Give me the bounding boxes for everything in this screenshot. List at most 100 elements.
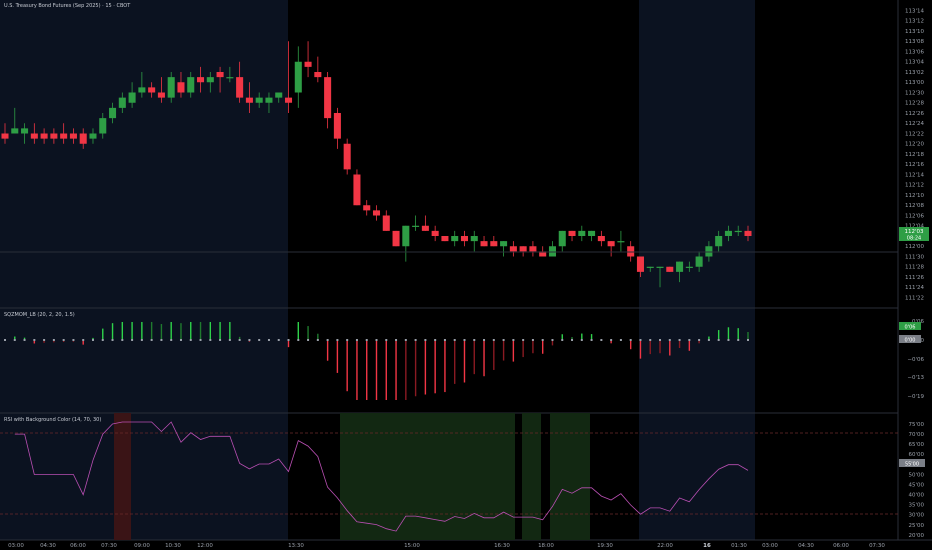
candle-body (509, 246, 517, 252)
price-axis[interactable]: 113'14 113'12 113'10 113'08 113'06 113'04 113'… (905, 8, 925, 301)
time-axis[interactable]: 03:00 04:30 06:00 07:30 09:00 10:30 12:00 13:30… (8, 543, 885, 549)
sqzmom-bar (23, 337, 26, 340)
candle-body (343, 143, 351, 170)
candle-body (529, 246, 537, 252)
sqzmom-dot (23, 339, 26, 341)
price-axis-label: 112'14 (905, 172, 925, 178)
sqzmom-dot (219, 339, 222, 341)
sqzmom-bar (463, 340, 466, 383)
sqzmom-dot (228, 339, 231, 341)
rsi-overbought-band (114, 413, 131, 540)
sqzmom-dot (209, 339, 212, 341)
candle-body (30, 133, 38, 139)
sqzmom-histogram (4, 322, 749, 400)
sqzmom-dot (355, 339, 358, 341)
sqzmom-dot (43, 339, 46, 341)
sqzmom-dot (82, 339, 85, 341)
sqzmom-dot (688, 339, 691, 341)
candle-body (333, 113, 341, 139)
sqzmom-value-box (899, 322, 921, 330)
sqzmom-dot (258, 339, 261, 341)
sqzmom-dot (13, 339, 16, 341)
sqzmom-dot (453, 339, 456, 341)
candle-body (695, 256, 703, 267)
candle-body (676, 261, 684, 272)
sqzmom-dot (531, 339, 534, 341)
rsi-axis-label: 60'00 (908, 452, 924, 458)
sqzmom-dot (131, 339, 134, 341)
price-axis-label: 112'30 (905, 90, 925, 96)
rsi-axis-label: 30'00 (908, 513, 924, 519)
sqzmom-bar (375, 340, 378, 400)
time-axis-label: 10:30 (165, 543, 181, 549)
sqzmom-bar (493, 340, 495, 370)
candle-body (451, 236, 459, 242)
sqzmom-dot (307, 339, 310, 341)
time-axis-label: 19:30 (597, 543, 613, 549)
sqzmom-bar (199, 322, 202, 340)
sqzmom-bar (502, 340, 505, 361)
candle-body (548, 246, 556, 257)
candle-body (685, 266, 693, 268)
sqzmom-bar (688, 340, 691, 351)
candle-body (60, 133, 68, 139)
candle-body (568, 230, 576, 236)
candle-body (744, 230, 752, 236)
sqzmom-bar (317, 333, 319, 340)
sqzmom-dot (395, 339, 398, 341)
candle-body (206, 77, 214, 83)
sqzmom-dot (717, 339, 720, 341)
sqzmom-bar (170, 322, 172, 340)
candle-body (138, 87, 146, 93)
sqzmom-bar (366, 340, 368, 400)
rsi-axis-label: 65'00 (908, 442, 924, 448)
sqzmom-axis-label: −0'19 (907, 394, 924, 400)
sqzmom-value-box-2 (899, 335, 921, 343)
candle-body (128, 92, 136, 103)
sqzmom-bar (121, 322, 124, 340)
sqzmom-bar (737, 328, 739, 340)
sqzmom-dot (72, 339, 75, 341)
sqzmom-bar (698, 340, 700, 344)
sqzmom-bar (385, 340, 387, 400)
candle-body (734, 230, 742, 233)
rsi-axis[interactable]: 75'00 70'00 65'00 60'00 55'00 50'00 45'00 40'00… (908, 422, 924, 539)
sqzmom-dot (248, 339, 251, 341)
sqzmom-bar (434, 340, 436, 394)
sqzmom-bar (92, 337, 94, 340)
candle-body (148, 87, 156, 93)
candle-body (607, 241, 615, 247)
sqzmom-dot (668, 339, 671, 341)
sqzmom-bar (659, 340, 661, 354)
sqzmom-dot (316, 339, 319, 341)
candle-body (197, 77, 205, 83)
sqzmom-bar (297, 322, 299, 340)
sqzmom-dot (404, 339, 407, 341)
price-axis-label: 112'24 (905, 121, 925, 127)
sqzmom-dot (287, 339, 290, 341)
sqzmom-bar (727, 327, 730, 340)
sqzmom-dot (512, 339, 515, 341)
sqzmom-bar (629, 340, 632, 350)
sqzmom-dot (551, 339, 554, 341)
candle-body (558, 230, 566, 247)
candle-body (402, 225, 410, 247)
sqzmom-bar (141, 322, 143, 340)
candle-body (265, 97, 273, 103)
candles[interactable] (1, 41, 752, 288)
sqzmom-dot (336, 339, 339, 341)
price-axis-label: 111'26 (905, 275, 925, 281)
sqzmom-bar (405, 340, 407, 400)
sqzmom-axis[interactable]: 0'06 0'00 −0'06 −0'13 −0'19 (907, 319, 924, 400)
sqzmom-bar (581, 333, 583, 340)
sqzmom-dot (463, 339, 466, 341)
candle-body (353, 174, 361, 206)
price-axis-label: 112'08 (905, 203, 925, 209)
candle-body (157, 92, 165, 98)
candle-body (421, 225, 429, 231)
sqzmom-dot (590, 339, 593, 341)
sqzmom-dot (52, 339, 55, 341)
price-axis-label: 113'06 (905, 49, 925, 55)
candle-body (99, 118, 107, 134)
